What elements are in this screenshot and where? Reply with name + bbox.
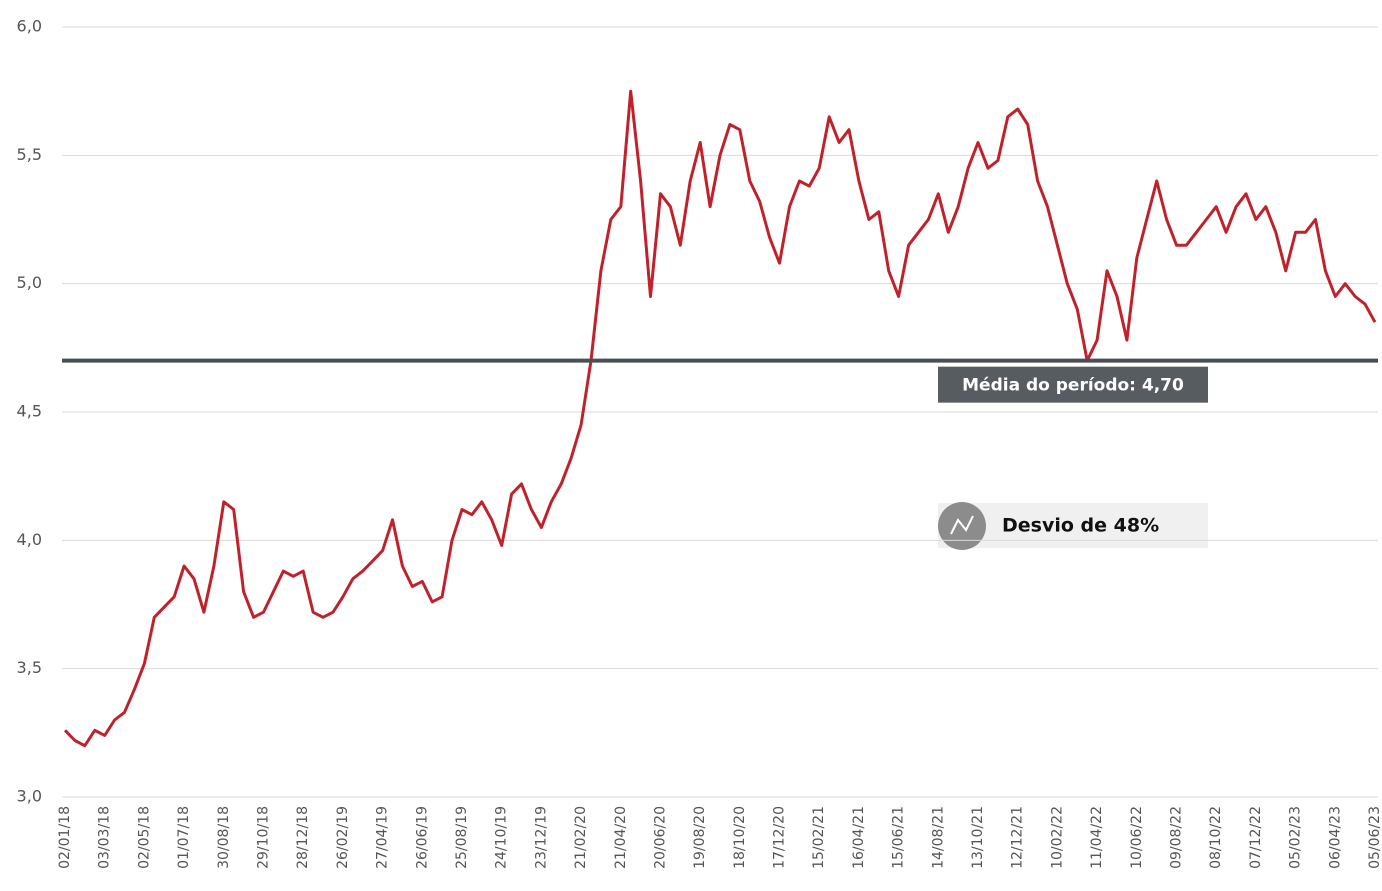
- mean-label: Média do período: 4,70: [962, 376, 1184, 396]
- x-tick-label: 17/12/20: [772, 806, 788, 869]
- x-tick-label: 16/04/21: [851, 806, 867, 869]
- x-tick-label: 07/12/22: [1248, 806, 1264, 869]
- x-tick-label: 26/06/19: [414, 806, 430, 869]
- x-tick-label: 10/06/22: [1129, 806, 1145, 869]
- x-tick-label: 20/06/20: [652, 806, 668, 869]
- x-tick-label: 24/10/19: [494, 806, 510, 869]
- y-tick-label: 3,5: [17, 658, 42, 677]
- x-tick-label: 02/01/18: [57, 806, 73, 869]
- x-tick-label: 29/10/18: [255, 806, 271, 869]
- x-tick-label: 06/04/23: [1327, 806, 1343, 869]
- x-tick-label: 14/08/21: [930, 806, 946, 869]
- x-tick-label: 01/07/18: [176, 806, 192, 869]
- y-tick-label: 5,5: [17, 145, 42, 164]
- y-tick-label: 6,0: [17, 17, 42, 36]
- x-tick-label: 23/12/19: [533, 806, 549, 869]
- x-tick-label: 18/10/20: [732, 806, 748, 869]
- x-tick-label: 21/04/20: [613, 806, 629, 869]
- y-tick-label: 3,0: [17, 787, 42, 806]
- icon-lines: [950, 515, 974, 535]
- x-tick-label: 02/05/18: [136, 806, 152, 869]
- mean-label-box: [938, 366, 1208, 403]
- y-tick-label: 4,0: [17, 530, 42, 549]
- x-tick-label: 27/04/19: [375, 806, 391, 869]
- x-tick-label: 09/08/22: [1169, 806, 1185, 869]
- y-tick-label: 5,0: [17, 273, 42, 292]
- x-tick-label: 21/02/20: [573, 806, 589, 869]
- x-tick-label: 26/02/19: [335, 806, 351, 869]
- x-tick-label: 30/08/18: [216, 806, 232, 869]
- annotation-text: Desvio de 48%: [1002, 515, 1159, 537]
- x-tick-label: 28/12/18: [295, 806, 311, 869]
- x-tick-label: 25/08/19: [454, 806, 470, 869]
- data-line: [63, 89, 1377, 748]
- x-tick-label: 03/03/18: [97, 806, 113, 869]
- x-tick-label: 05/02/23: [1288, 806, 1304, 869]
- x-tick-label: 15/02/21: [811, 806, 827, 869]
- x-tick-label: 08/10/22: [1208, 806, 1224, 869]
- x-tick-label: 19/08/20: [692, 806, 708, 869]
- y-tick-label: 4,5: [17, 402, 42, 421]
- x-tick-label: 05/06/23: [1367, 806, 1382, 869]
- x-tick-label: 13/10/21: [970, 806, 986, 869]
- x-tick-label: 15/06/21: [891, 806, 907, 869]
- x-tick-label: 10/02/22: [1049, 806, 1065, 869]
- x-tick-label: 12/12/21: [1010, 806, 1026, 869]
- x-tick-label: 11/04/22: [1089, 806, 1105, 869]
